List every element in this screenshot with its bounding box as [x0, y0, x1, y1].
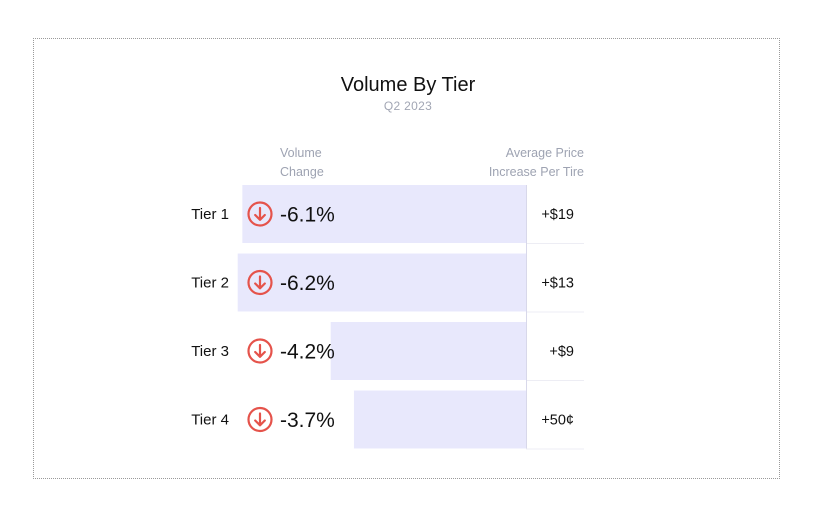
volume-change-header-line-1: Volume: [280, 146, 322, 160]
volume-bar: [237, 253, 526, 312]
volume-change-label: -6.1%: [280, 204, 335, 227]
arrow-down-circle-icon: [247, 269, 273, 296]
volume-change-label: -4.2%: [280, 341, 335, 364]
volume-change-label: -6.2%: [280, 272, 335, 295]
arrow-down-glyph: [254, 206, 266, 221]
arrow-down-circle-ring: [247, 269, 273, 296]
volume-change-label: -3.7%: [280, 409, 335, 432]
arrow-down-circle-ring: [247, 201, 273, 227]
volume-change-header-line-2: Change: [280, 165, 324, 179]
price-increase-header: Average Price Increase Per Tire: [440, 144, 584, 182]
tier-label: Tier 3: [191, 343, 229, 360]
tier-label: Tier 2: [191, 275, 229, 292]
price-increase-header-line-2: Increase Per Tire: [488, 165, 584, 179]
volume-bar: [330, 322, 526, 380]
tier-label: Tier 4: [191, 412, 229, 429]
price-increase-label: +50¢: [541, 413, 574, 429]
arrow-down-circle-ring: [247, 406, 273, 433]
chart-frame: [33, 38, 780, 479]
arrow-down-glyph: [254, 412, 266, 427]
chart-subtitle: Q2 2023: [383, 99, 433, 113]
arrow-down-glyph: [254, 343, 266, 358]
volume-bar: [353, 390, 526, 449]
volume-change-header: Volume Change: [280, 144, 324, 182]
arrow-down-circle-icon: [247, 338, 273, 364]
price-increase-header-line-1: Average Price: [505, 146, 584, 160]
tier-label: Tier 1: [191, 206, 229, 223]
arrow-down-circle-icon: [247, 406, 273, 433]
price-increase-label: +$13: [541, 276, 574, 292]
arrow-down-glyph: [254, 275, 266, 290]
price-increase-label: +$9: [549, 344, 574, 360]
arrow-down-circle-ring: [247, 338, 273, 364]
volume-bar: [242, 185, 526, 243]
arrow-down-circle-icon: [247, 201, 273, 227]
chart-title: Volume By Tier: [340, 74, 476, 96]
price-increase-label: +$19: [541, 207, 574, 223]
